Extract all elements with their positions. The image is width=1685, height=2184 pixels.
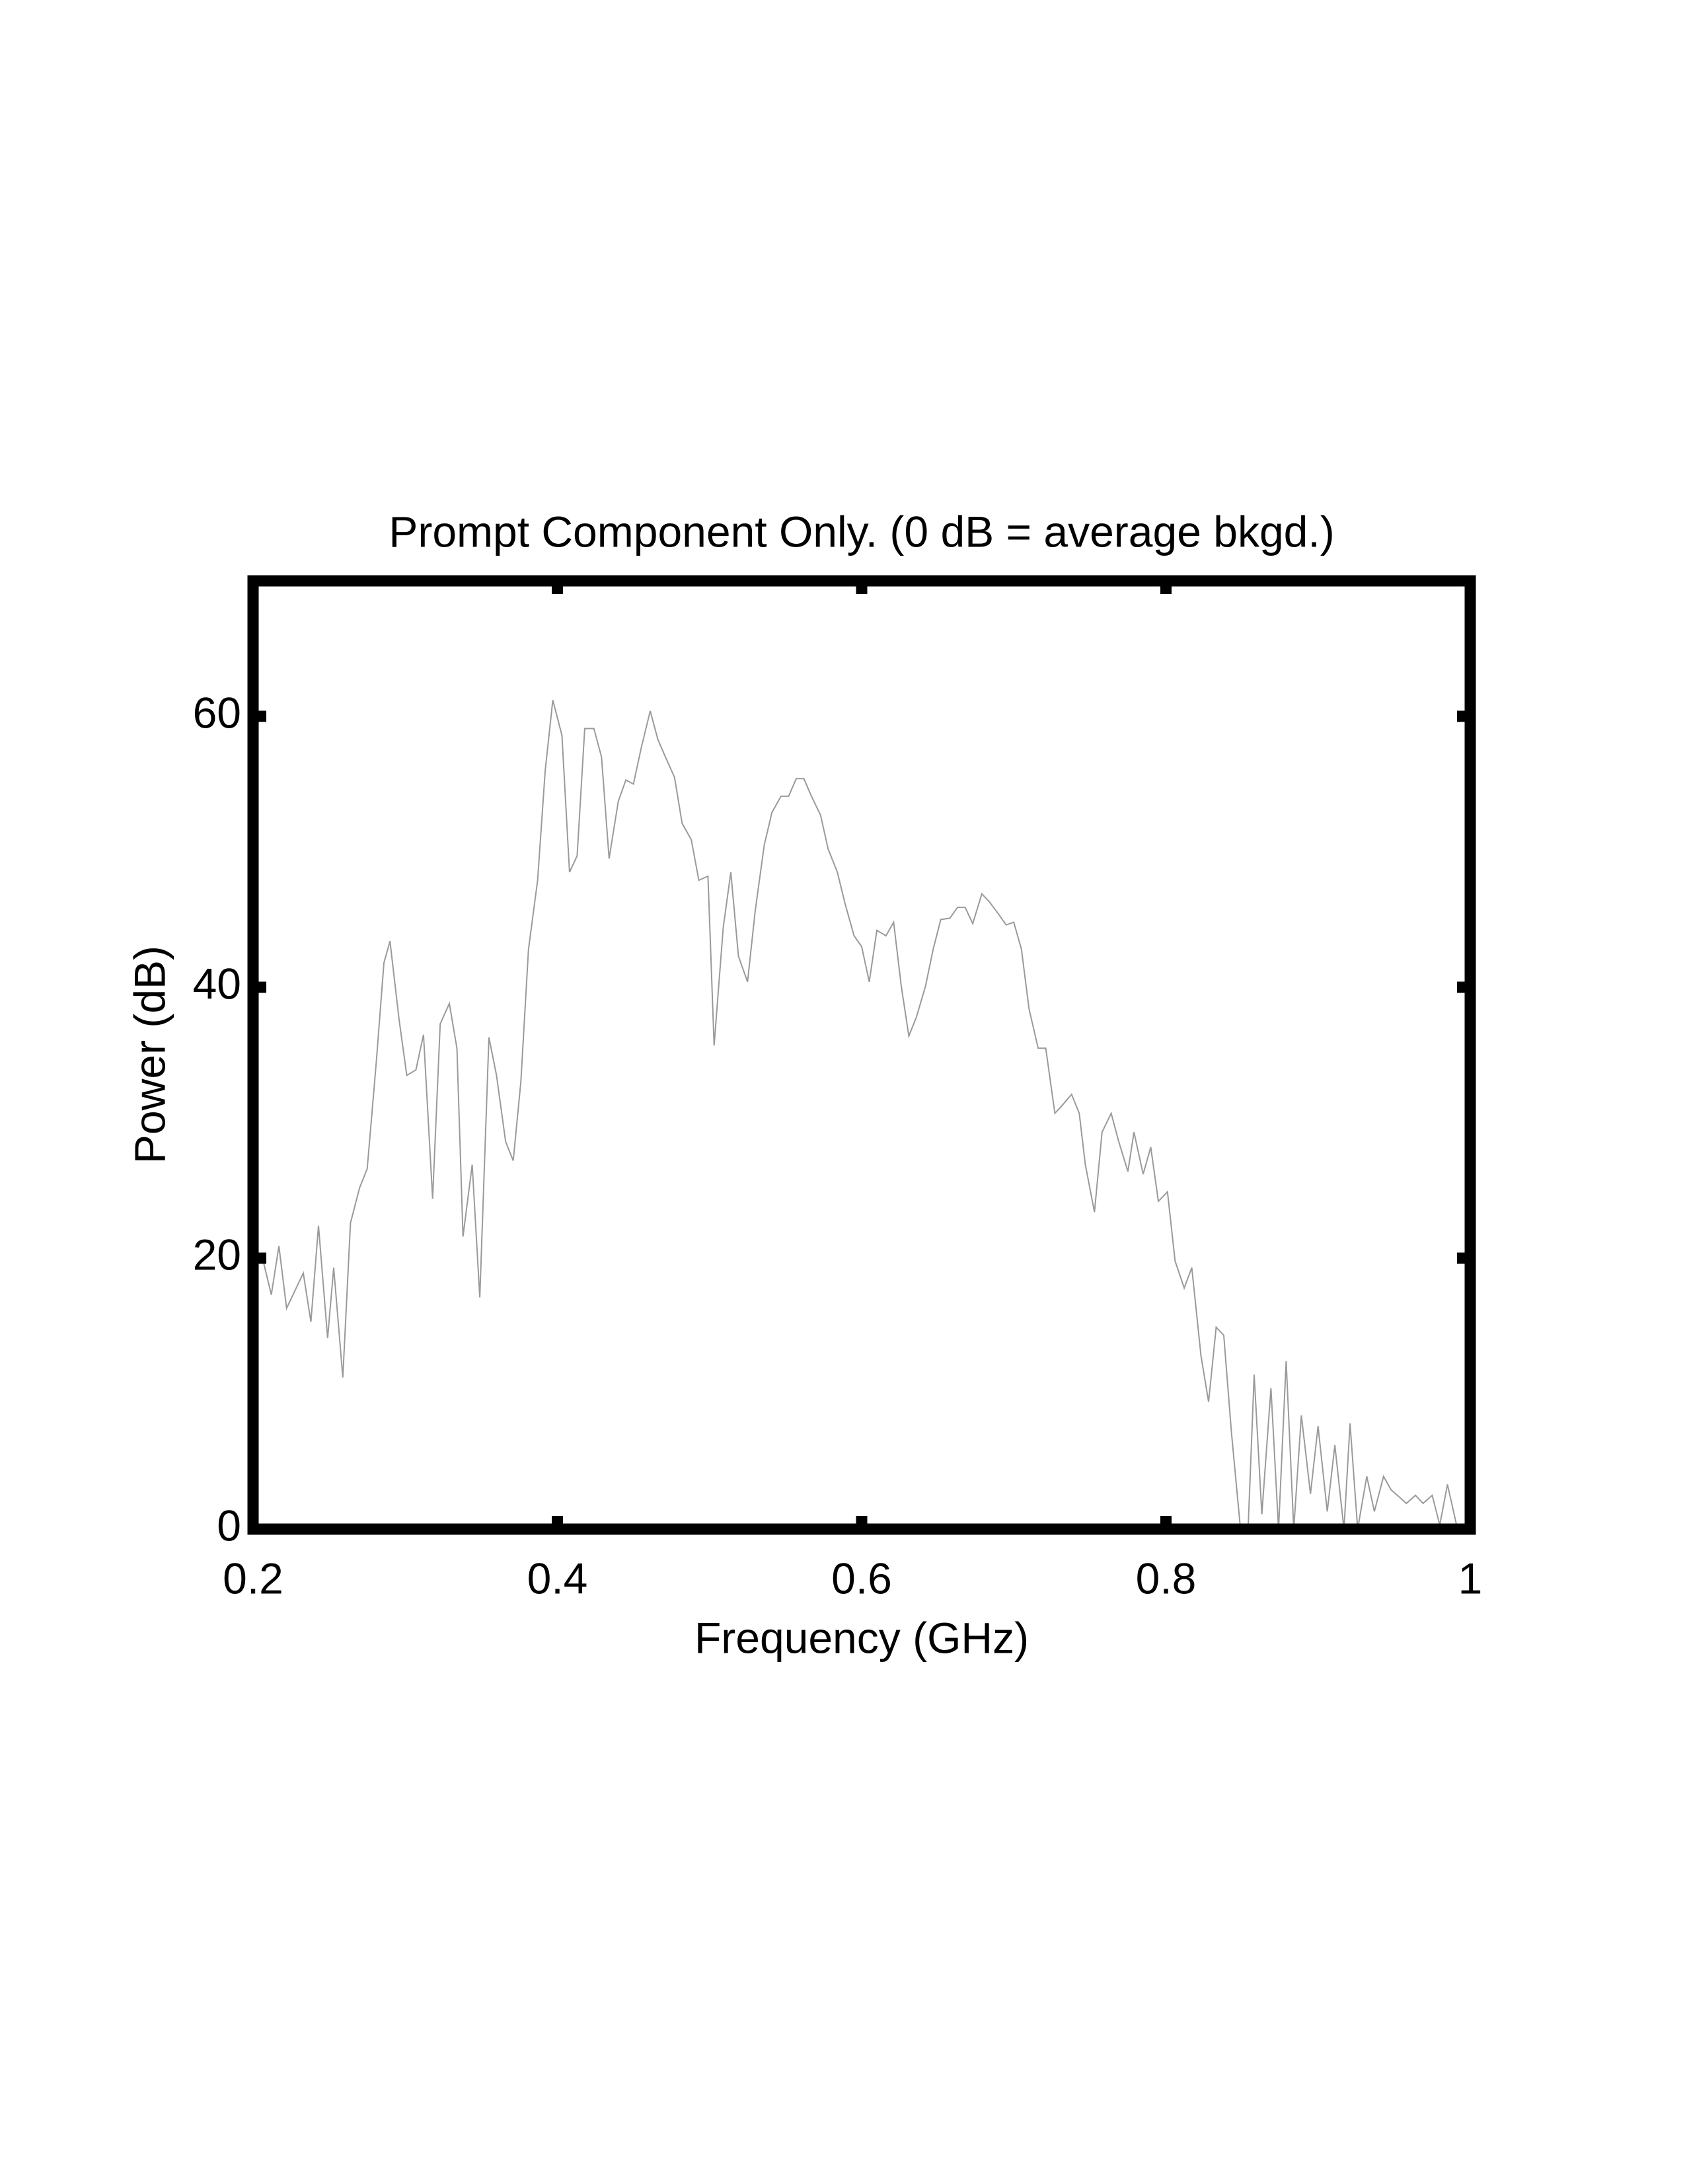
- x-tick-label: 0.8: [1136, 1554, 1197, 1602]
- y-tick-label: 60: [193, 688, 241, 737]
- y-tick-label: 0: [217, 1501, 241, 1550]
- x-tick-label: 0.6: [831, 1554, 892, 1602]
- y-axis-label: Power (dB): [125, 946, 174, 1164]
- chart-title: Prompt Component Only. (0 dB = average b…: [389, 507, 1334, 556]
- y-tick-label: 20: [193, 1230, 241, 1279]
- x-tick-label: 0.2: [223, 1554, 283, 1602]
- data-line: [261, 700, 1458, 1529]
- x-tick-label: 0.4: [527, 1554, 588, 1602]
- x-axis-label: Frequency (GHz): [694, 1613, 1029, 1662]
- y-tick-label: 40: [193, 959, 241, 1008]
- x-tick-label: 1: [1458, 1554, 1483, 1602]
